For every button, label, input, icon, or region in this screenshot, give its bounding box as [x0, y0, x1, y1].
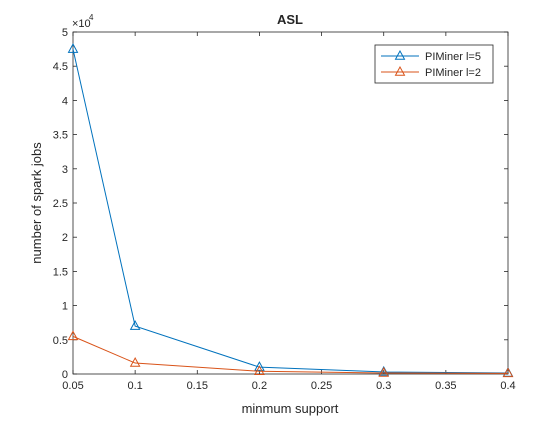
y-axis-ticks: 0 0.5 1 1.5 2 2.5 3 3.5 4 4.5 5 — [53, 27, 508, 381]
data-point-series-2 — [378, 366, 390, 377]
data-point-series-1 — [67, 43, 79, 53]
y-tick-label: 3.5 — [53, 130, 68, 142]
y-exponent-power: 4 — [89, 13, 94, 22]
series-layer — [67, 43, 514, 378]
x-axis-ticks: 0.05 0.1 0.15 0.2 0.25 0.3 0.35 0.4 — [62, 32, 516, 392]
legend: PIMiner l=5 PIMiner l=2 — [374, 44, 494, 84]
y-tick-label: 1.5 — [53, 266, 68, 278]
data-point-series-2 — [129, 357, 141, 367]
x-tick-label: 0.2 — [252, 380, 267, 392]
data-point-series-1 — [254, 361, 265, 371]
y-tick-label: 0 — [62, 369, 68, 381]
data-point-series-2 — [502, 367, 514, 378]
chart-title: ASL — [277, 12, 303, 27]
legend-marker-series-2 — [394, 65, 406, 76]
y-tick-label: 4 — [62, 95, 68, 107]
plot-area — [72, 31, 509, 375]
y-axis-label: number of spark jobs — [29, 142, 44, 264]
y-tick-label: 1 — [62, 301, 68, 313]
y-tick-label: 5 — [62, 27, 68, 39]
legend-label-series-2: PIMiner l=2 — [425, 67, 481, 79]
y-tick-label: 2 — [62, 232, 68, 244]
y-tick-label: 2.5 — [53, 198, 68, 210]
legend-marker-series-1 — [394, 49, 406, 60]
x-tick-label: 0.15 — [187, 380, 208, 392]
y-tick-label: 0.5 — [53, 335, 68, 347]
data-point-series-2 — [254, 365, 265, 376]
y-exponent-base: ×10 — [72, 18, 91, 30]
data-point-series-2 — [67, 330, 79, 341]
legend-label-series-1: PIMiner l=5 — [425, 51, 481, 63]
y-tick-label: 3 — [62, 164, 68, 176]
x-tick-label: 0.05 — [62, 380, 83, 392]
x-tick-label: 0.1 — [127, 380, 142, 392]
series-line-2 — [72, 335, 509, 374]
y-tick-label: 4.5 — [53, 61, 68, 73]
x-tick-label: 0.25 — [311, 380, 332, 392]
x-tick-label: 0.3 — [376, 380, 391, 392]
data-point-series-1 — [129, 320, 141, 330]
x-tick-label: 0.4 — [500, 380, 515, 392]
x-tick-label: 0.35 — [435, 380, 456, 392]
legend-box — [374, 44, 494, 84]
x-axis-label: minmum support — [242, 401, 339, 416]
